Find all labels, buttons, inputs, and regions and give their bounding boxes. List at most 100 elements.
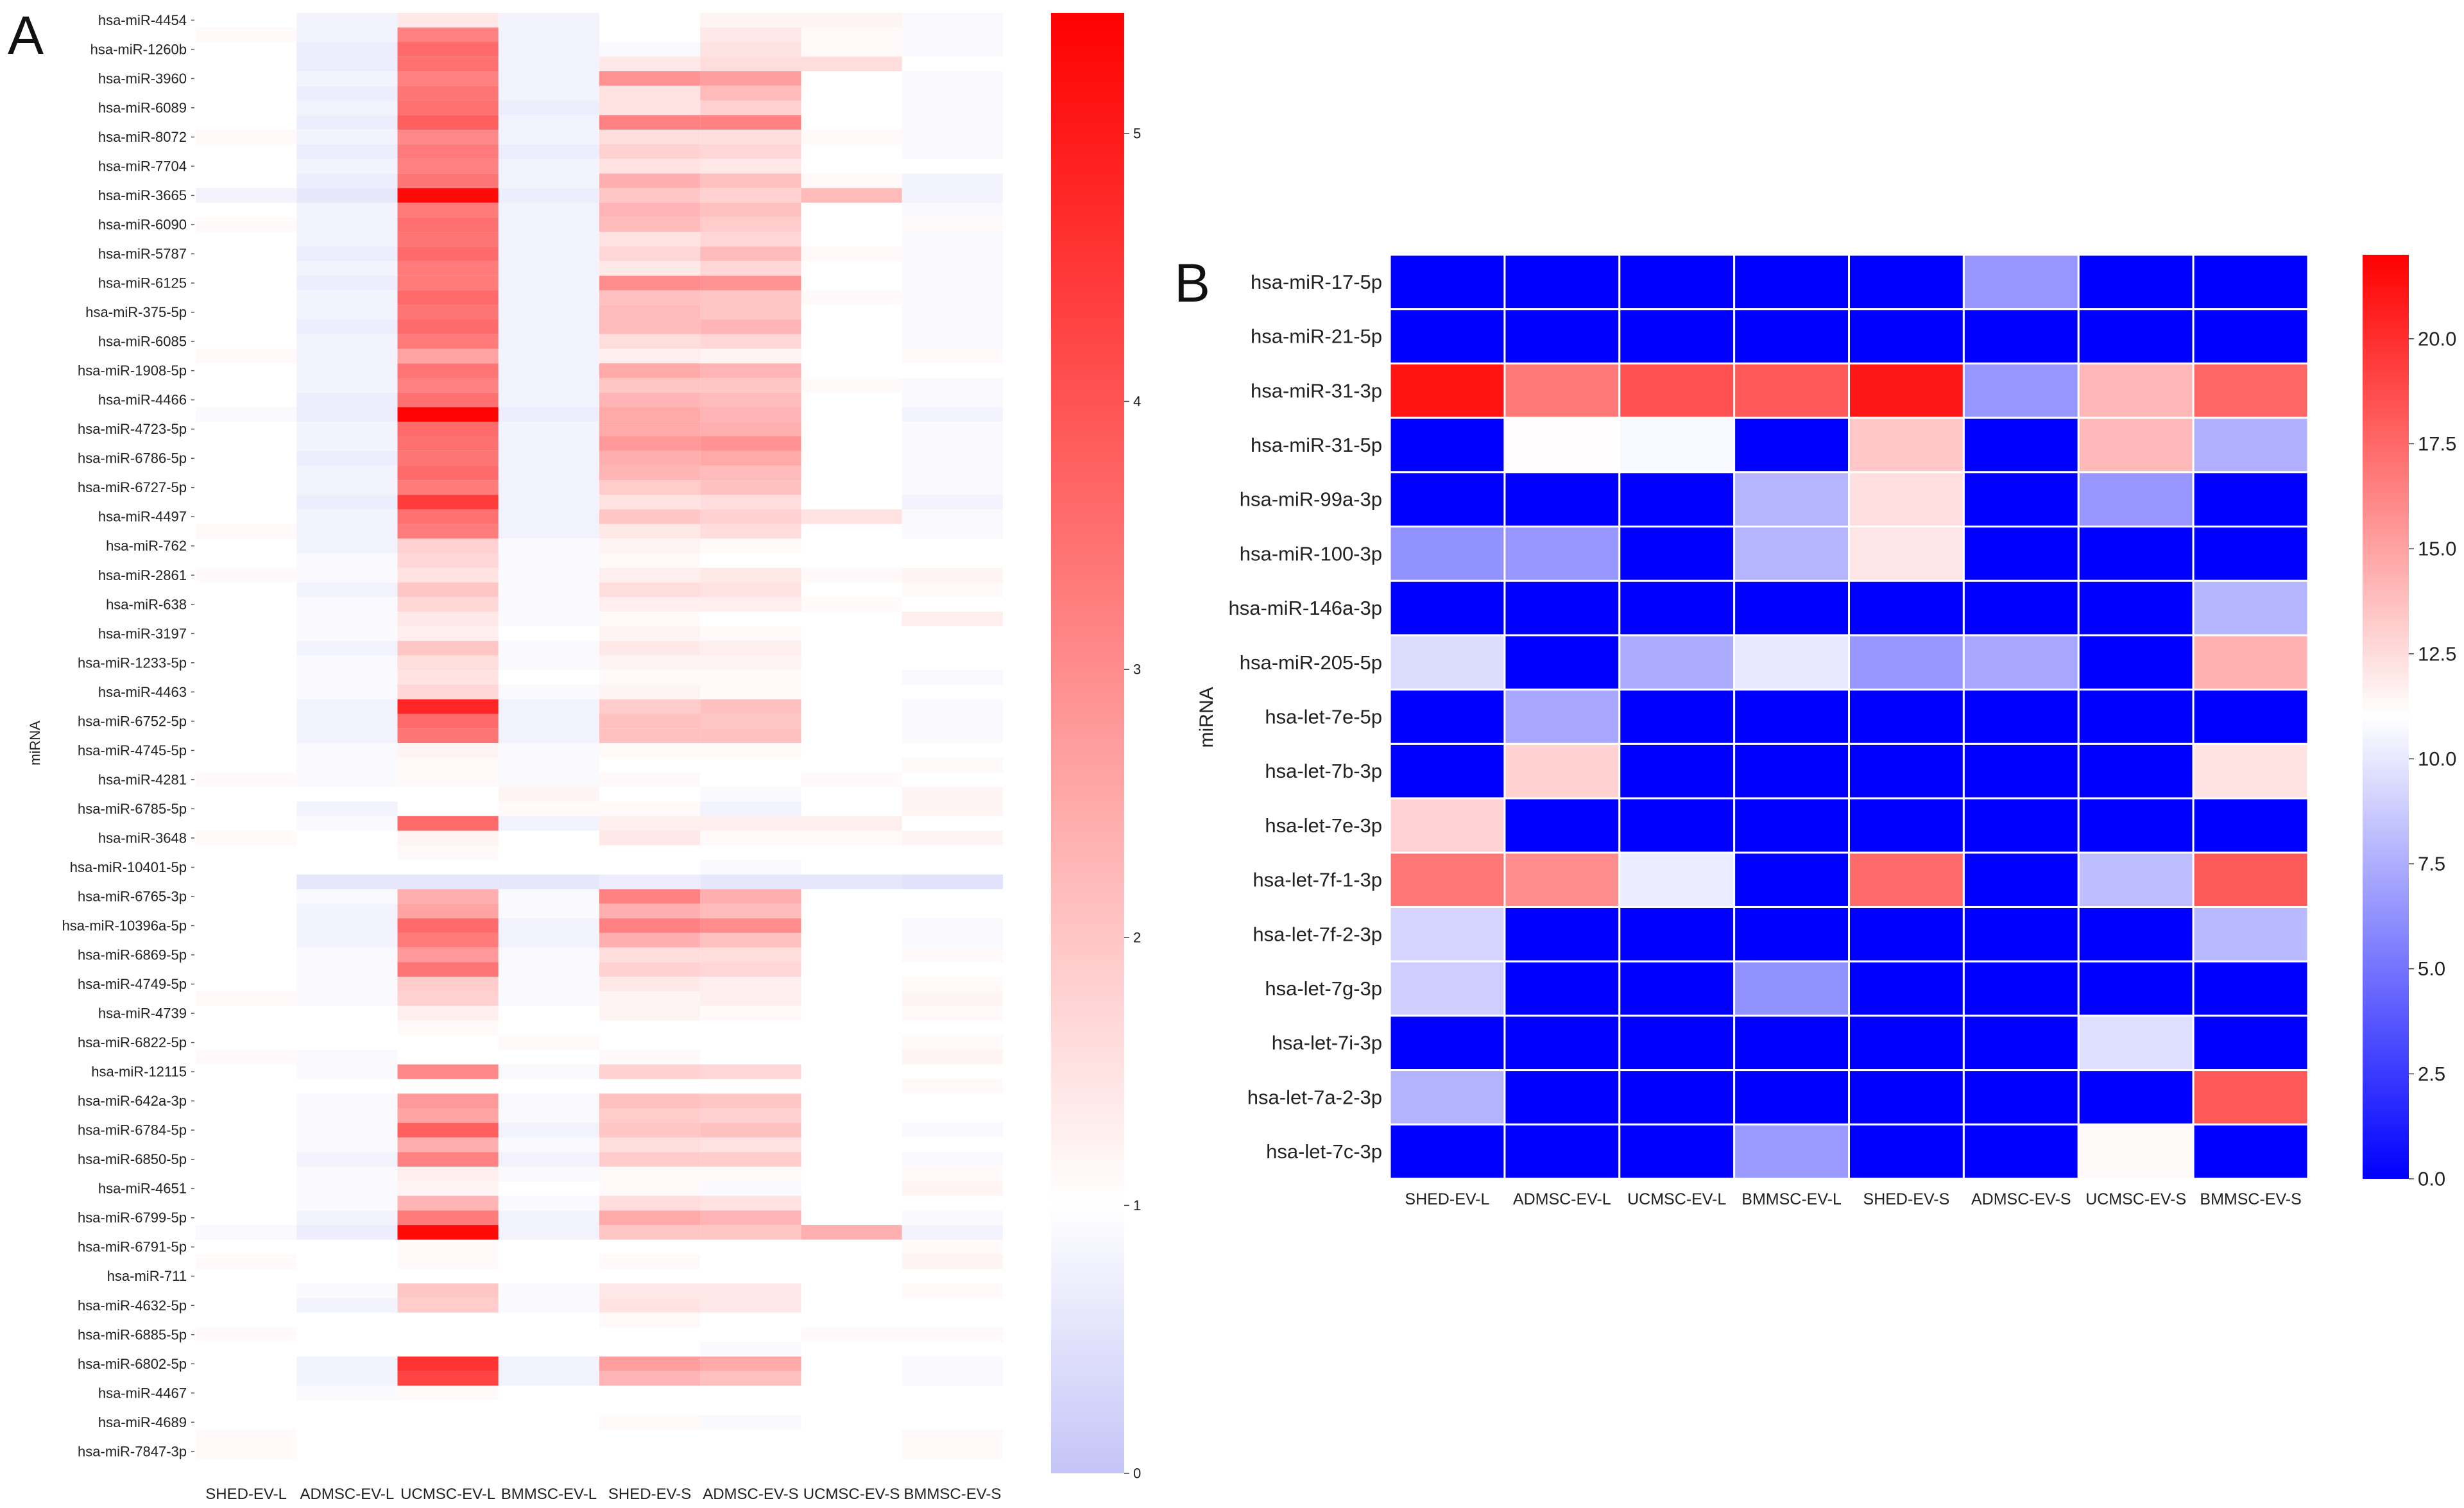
panel-a-cell <box>801 1079 902 1094</box>
panel-a-row-label: hsa-miR-4723-5p <box>78 421 187 437</box>
panel-b-cell <box>1389 634 1506 691</box>
panel-a-cell <box>902 1035 1003 1050</box>
panel-a-cell <box>196 334 297 349</box>
panel-a-cell <box>498 1342 599 1357</box>
panel-a-cell <box>599 772 701 787</box>
panel-b-cell <box>2192 579 2309 637</box>
panel-a-cell <box>700 1152 801 1167</box>
panel-a-cell <box>700 407 801 422</box>
panel-a-row-label: hsa-miR-6850-5p <box>78 1151 187 1167</box>
panel-a-cell <box>397 1371 499 1386</box>
panel-a-cell <box>599 670 701 685</box>
panel-a-cell <box>902 1356 1003 1371</box>
panel-a-colorbar <box>1051 13 1124 1473</box>
panel-a-cell <box>902 159 1003 174</box>
panel-b-column-label: BMMSC-EV-S <box>2200 1190 2301 1208</box>
panel-a-row-label: hsa-miR-10396a-5p <box>62 918 187 934</box>
panel-a-cell <box>498 1459 599 1473</box>
panel-a-cell <box>196 1269 297 1284</box>
panel-a-cell <box>700 699 801 714</box>
panel-a-cell <box>196 714 297 729</box>
panel-a-cell <box>599 275 701 291</box>
panel-a-cell <box>397 334 499 349</box>
panel-b-cell <box>2192 526 2309 582</box>
panel-a-colorbar-tick-label: 2 <box>1133 929 1141 945</box>
panel-a-cell <box>498 495 599 510</box>
panel-a-cell <box>599 1269 701 1284</box>
panel-a-cell <box>801 1400 902 1415</box>
panel-a-cell <box>599 699 701 714</box>
panel-a-cell <box>801 465 902 481</box>
panel-a-cell <box>296 743 398 758</box>
panel-a-cell <box>397 1006 499 1021</box>
panel-a-cell <box>397 612 499 626</box>
panel-a-cell <box>599 130 701 144</box>
panel-a-cell <box>801 1342 902 1357</box>
panel-a-cell <box>397 845 499 861</box>
panel-a-row-label: hsa-miR-6786-5p <box>78 450 187 467</box>
panel-a-cell <box>700 991 801 1006</box>
panel-a-cell <box>700 71 801 86</box>
panel-a-cell <box>700 538 801 554</box>
panel-a-cell <box>801 1414 902 1430</box>
panel-a-cell <box>801 1283 902 1298</box>
panel-a-cell <box>801 1093 902 1108</box>
panel-a-cell <box>397 1093 499 1108</box>
panel-a-cell <box>801 714 902 729</box>
panel-a-cell <box>196 947 297 963</box>
panel-a-cell <box>498 100 599 116</box>
panel-a-cell <box>397 918 499 933</box>
panel-a-cell <box>902 13 1003 28</box>
panel-a-cell <box>902 495 1003 510</box>
panel-a-cell <box>498 1152 599 1167</box>
panel-a-cell <box>397 407 499 422</box>
panel-a-cell <box>397 1167 499 1181</box>
panel-a-column-label: SHED-EV-S <box>608 1486 691 1503</box>
panel-a-cell <box>801 947 902 963</box>
panel-a-cell <box>196 1035 297 1050</box>
panel-a-column-label: ADMSC-EV-L <box>300 1486 395 1503</box>
panel-b-cell <box>2192 308 2309 364</box>
panel-a-cell <box>296 874 398 889</box>
panel-a-cell <box>700 1035 801 1050</box>
panel-a-cell <box>196 889 297 904</box>
panel-a-cell <box>801 1269 902 1284</box>
panel-a-cell <box>902 56 1003 72</box>
panel-a-cell <box>599 816 701 831</box>
panel-a-cell <box>599 684 701 699</box>
panel-a-cell <box>700 1108 801 1123</box>
panel-b-cell <box>2192 471 2309 528</box>
panel-b-cell <box>1733 797 1851 854</box>
panel-a-cell <box>296 1167 398 1181</box>
panel-a-cell <box>397 363 499 378</box>
panel-a-cell <box>397 714 499 729</box>
panel-a-cell <box>296 904 398 919</box>
panel-a-cell <box>296 1122 398 1138</box>
panel-a-cell <box>196 728 297 743</box>
panel-a-cell <box>397 1195 499 1211</box>
panel-a-cell <box>801 1006 902 1021</box>
panel-a-cell <box>801 480 902 495</box>
panel-b-cell <box>1962 416 2080 474</box>
panel-a-cell <box>801 757 902 773</box>
panel-a-cell <box>498 889 599 904</box>
panel-b-colorbar-tick-label: 5.0 <box>2418 957 2445 980</box>
panel-a-cell <box>902 1400 1003 1415</box>
panel-b-cell <box>1962 689 2080 745</box>
panel-a-cell <box>196 217 297 232</box>
panel-b-cell <box>2077 526 2194 582</box>
panel-a-cell <box>700 845 801 861</box>
panel-a-column-label: ADMSC-EV-S <box>703 1486 798 1503</box>
panel-b-cell <box>1848 634 1965 691</box>
panel-a-cell <box>196 991 297 1006</box>
panel-a-column-label: UCMSC-EV-S <box>803 1486 900 1503</box>
panel-a-cell <box>599 845 701 861</box>
panel-a-cell <box>902 524 1003 539</box>
panel-a-cell <box>397 13 499 28</box>
panel-a-cell <box>599 1312 701 1328</box>
panel-a-cell <box>700 188 801 203</box>
panel-a-cell <box>599 787 701 802</box>
panel-a-cell <box>498 1122 599 1138</box>
panel-a-cell <box>397 1342 499 1357</box>
